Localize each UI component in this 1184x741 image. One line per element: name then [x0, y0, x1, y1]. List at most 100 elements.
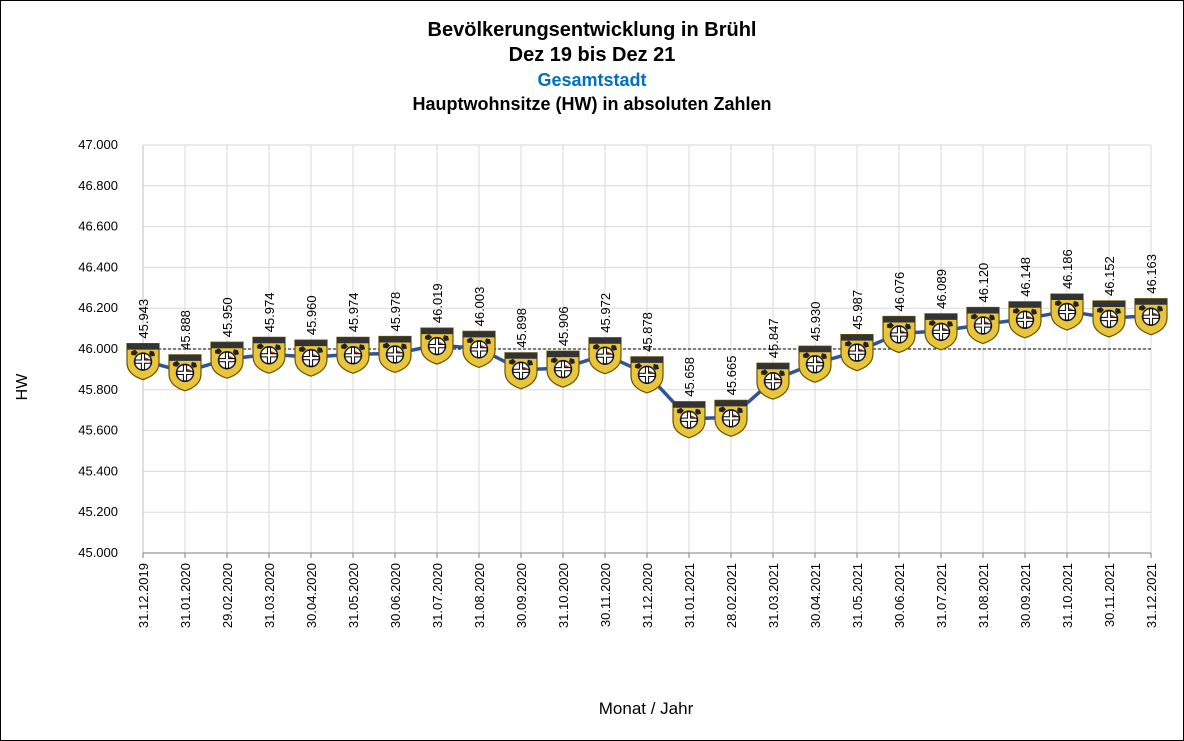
data-label: 45.960 [304, 295, 319, 335]
lion-icon [887, 322, 911, 330]
x-tick-label: 30.11.2021 [1102, 563, 1117, 627]
data-point-marker [756, 362, 790, 400]
shield-chief [715, 400, 747, 407]
cross-icon [512, 362, 530, 380]
lion-icon [551, 357, 575, 365]
data-point-marker [630, 356, 664, 394]
data-point-marker [966, 306, 1000, 345]
lion-icon [1097, 306, 1121, 314]
lion-icon [299, 346, 323, 354]
shield-chief [1051, 294, 1083, 301]
cross-icon [1058, 303, 1076, 321]
lion-icon [1013, 307, 1037, 315]
lion-icon [719, 406, 743, 414]
lion-icon [971, 313, 995, 321]
shield-chief [253, 337, 285, 344]
data-point-marker [672, 401, 706, 439]
data-point-marker [1134, 298, 1168, 336]
data-label: 45.987 [850, 290, 865, 330]
y-tick-label: 46.200 [78, 300, 118, 315]
cross-icon [1100, 310, 1118, 328]
cross-icon [218, 351, 236, 369]
shield-chief [127, 343, 159, 350]
y-tick-label: 45.800 [78, 382, 118, 397]
lion-icon [467, 337, 491, 345]
x-tick-label: 31.07.2020 [430, 563, 445, 628]
chart-title-line-1: Bevölkerungsentwicklung in Brühl [427, 19, 757, 41]
shield-chief [295, 340, 327, 347]
cross-icon [932, 323, 950, 341]
data-label: 45.974 [346, 293, 361, 333]
lion-icon [845, 340, 869, 348]
lion-icon [215, 348, 239, 356]
shield-chief [547, 351, 579, 358]
lion-icon [635, 362, 659, 370]
data-label: 45.950 [220, 297, 235, 337]
shield-chief [589, 337, 621, 344]
x-tick-label: 30.11.2020 [598, 563, 613, 627]
cross-icon [470, 340, 488, 358]
y-tick-label: 45.000 [78, 545, 118, 560]
cross-icon [638, 366, 656, 384]
y-tick-label: 45.200 [78, 504, 118, 519]
data-point-marker [840, 334, 874, 372]
y-tick-label: 46.400 [78, 259, 118, 274]
cross-icon [344, 346, 362, 364]
data-point-marker [882, 315, 916, 354]
y-tick-label: 46.600 [78, 219, 118, 234]
chart-title-line-2: Dez 19 bis Dez 21 [508, 44, 676, 66]
cross-icon [260, 346, 278, 364]
data-label: 45.658 [682, 357, 697, 397]
data-point-marker [294, 339, 328, 377]
lion-icon [173, 360, 197, 368]
data-label: 46.120 [976, 263, 991, 303]
data-label: 46.163 [1144, 254, 1159, 294]
shield-chief [799, 346, 831, 353]
x-tick-label: 31.05.2020 [346, 563, 361, 628]
shield-chief [757, 363, 789, 370]
x-tick-label: 30.09.2020 [514, 563, 529, 628]
shield-chief [1093, 300, 1125, 307]
shield-chief [421, 328, 453, 335]
cross-icon [974, 317, 992, 335]
data-point-marker [252, 336, 286, 374]
y-tick-label: 46.000 [78, 341, 118, 356]
cross-icon [806, 355, 824, 373]
x-tick-label: 30.04.2020 [304, 563, 319, 628]
x-tick-label: 31.12.2019 [136, 563, 151, 628]
x-tick-label: 31.03.2021 [766, 563, 781, 628]
lion-icon [425, 334, 449, 342]
x-tick-label: 31.03.2020 [262, 563, 277, 628]
data-point-marker [462, 330, 496, 369]
data-point-marker [924, 313, 958, 351]
data-label: 45.972 [598, 293, 613, 333]
shield-chief [337, 337, 369, 344]
shield-chief [379, 336, 411, 343]
x-tick-label: 31.01.2021 [682, 563, 697, 628]
data-label: 45.978 [388, 292, 403, 332]
lion-icon [761, 369, 785, 377]
x-tick-label: 31.07.2021 [934, 563, 949, 628]
data-point-marker [420, 327, 454, 365]
x-tick-label: 31.08.2021 [976, 563, 991, 628]
lion-icon [1139, 304, 1163, 312]
data-label: 46.003 [472, 287, 487, 327]
y-tick-label: 47.000 [78, 137, 118, 152]
x-tick-label: 31.01.2020 [178, 563, 193, 628]
data-label: 46.186 [1060, 249, 1075, 289]
data-point-marker [546, 350, 580, 388]
data-label: 46.076 [892, 272, 907, 312]
x-tick-label: 31.12.2020 [640, 563, 655, 628]
data-label: 45.888 [178, 310, 193, 350]
x-tick-label: 30.06.2020 [388, 563, 403, 628]
shield-chief [967, 307, 999, 314]
data-label: 45.943 [136, 299, 151, 339]
shield-chief [673, 401, 705, 408]
data-point-marker [336, 336, 370, 374]
shield-chief [841, 334, 873, 341]
data-point-marker [1008, 301, 1042, 339]
x-axis-label: Monat / Jahr [598, 699, 694, 718]
shield-chief [1135, 298, 1167, 305]
lion-icon [131, 349, 155, 357]
